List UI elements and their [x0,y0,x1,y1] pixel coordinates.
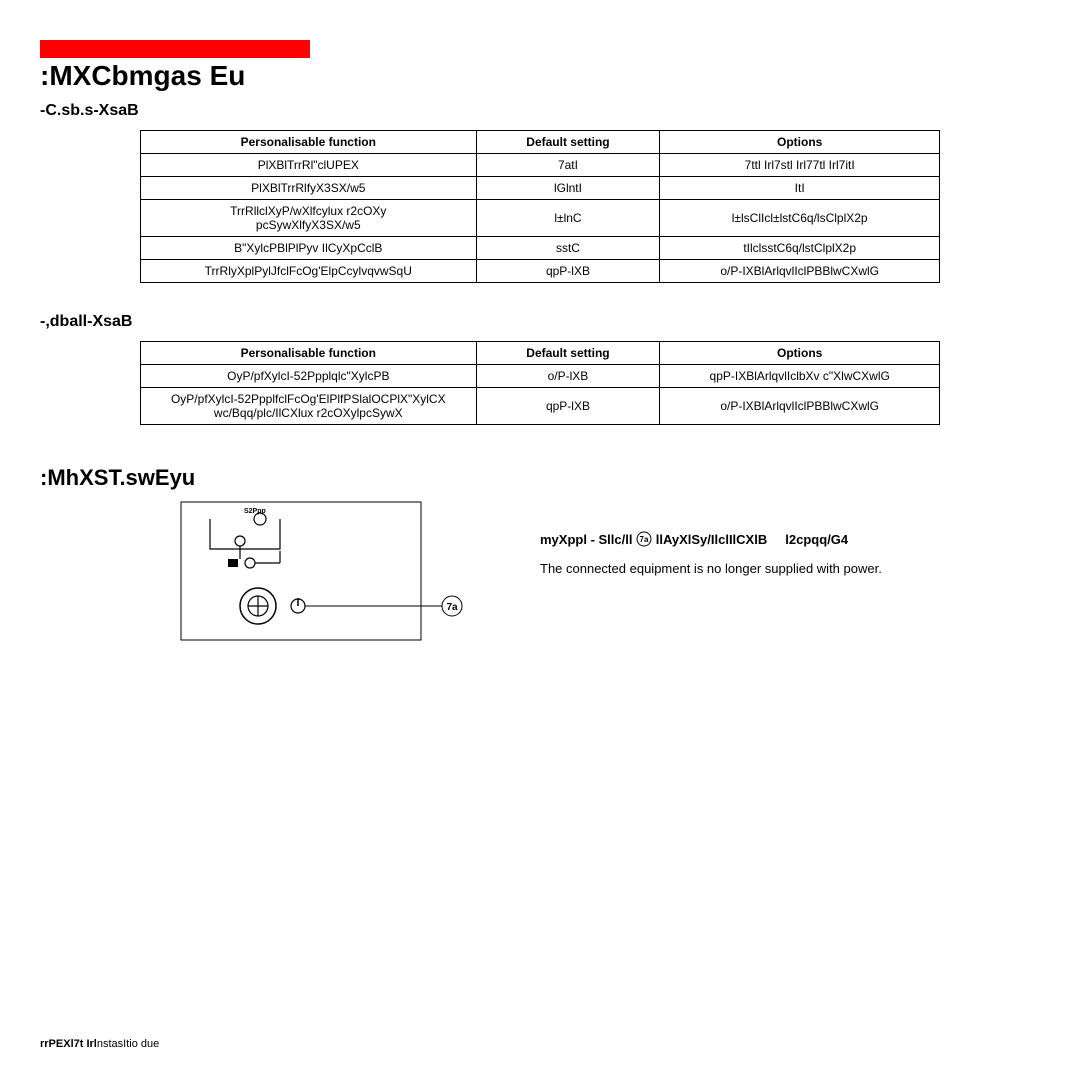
section3-title: :MhXST.swEyu [40,465,1040,491]
table-output: Personalisable function Default setting … [140,130,940,283]
callout-inline-icon: 7a [636,531,652,547]
callout-label: 7a [446,602,458,613]
table-row: OyP/pfXylcI-52Ppplqlc"XylcPB o/P-lXB qpP… [141,365,940,388]
table-row: TrrRlyXplPylJfclFcOg'ElpCcylvqvwSqU qpP-… [141,260,940,283]
table-row: B"XylcPBlPlPyv IlCyXpCclB sstC tIlclsstC… [141,237,940,260]
table-row: OyP/pfXylcI-52PpplfclFcOg'ElPlfPSlalOCPl… [141,388,940,425]
device-diagram: S2Ppp 7a [180,501,480,646]
page-title: :MXCbmgas Eu [40,60,1040,92]
svg-text:7a: 7a [640,535,649,544]
desc-part: llAyXlSy/IlclIlCXlB [656,532,768,547]
col-header: Personalisable function [141,342,477,365]
page-footer: rrPEXl7t IrlnstasItio due [40,1038,159,1050]
col-header: Default setting [476,131,660,154]
col-header: Options [660,131,940,154]
footer-light: nstasItio due [97,1038,159,1050]
diagram-row: S2Ppp 7a [40,501,1040,646]
desc-part: myXppl - Sllc/ll [540,532,632,547]
section1-title: -C.sb.s-XsaB [40,102,1040,120]
desc-line2: The connected equipment is no longer sup… [540,561,882,576]
col-header: Personalisable function [141,131,477,154]
table-row: PlXBlTrrRlfyX3SX/w5 lGlntI ItI [141,177,940,200]
footer-bold: rrPEXl7t Irl [40,1038,97,1050]
section2-title: -,dball-XsaB [40,313,1040,331]
table-row: PlXBlTrrRl"clUPEX 7atI 7ttl Irl7stl Irl7… [141,154,940,177]
table-input: Personalisable function Default setting … [140,341,940,425]
accent-bar [40,40,310,58]
col-header: Default setting [476,342,660,365]
diagram-description: myXppl - Sllc/ll 7a llAyXlSy/IlclIlCXlB … [540,531,882,576]
col-header: Options [660,342,940,365]
table-row: TrrRllclXyP/wXlfcylux r2cOXy pcSywXlfyX3… [141,200,940,237]
desc-part: l2cpqq/G4 [785,532,848,547]
